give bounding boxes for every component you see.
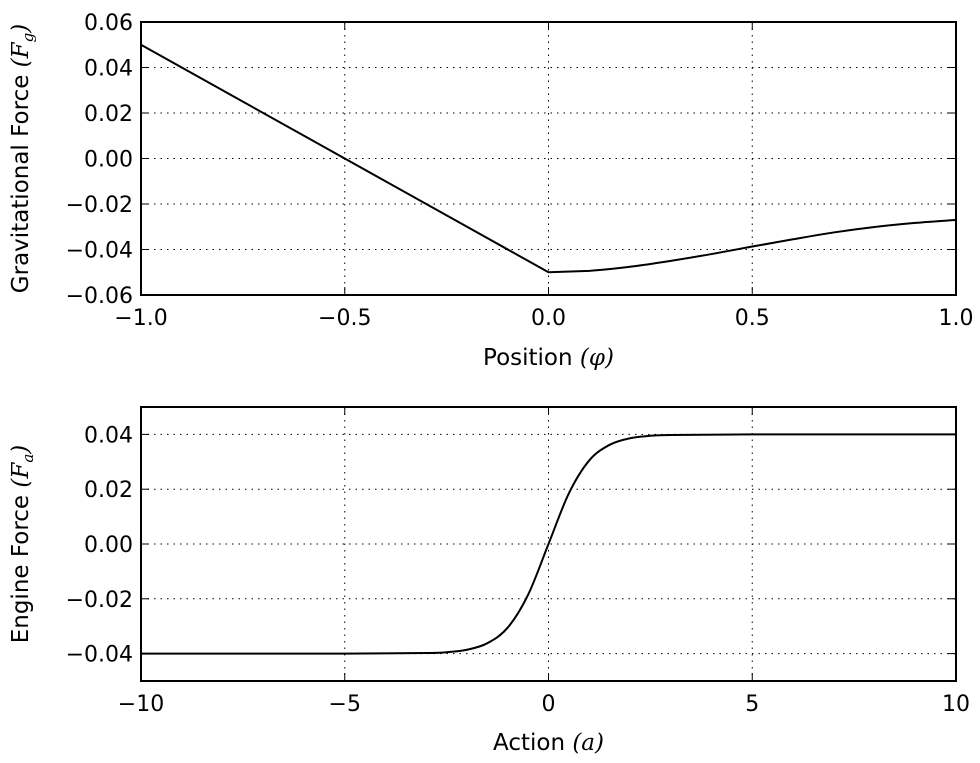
x-tick-label: 0.0 (531, 306, 566, 331)
y-tick-label: −0.02 (66, 588, 133, 613)
y-axis-label: Engine Force (Fa) (8, 445, 37, 644)
x-tick-label: 10 (942, 692, 970, 717)
x-axis-label: Action (a) (493, 730, 604, 756)
x-tick-label: −5 (329, 692, 361, 717)
y-tick-label: 0.02 (84, 478, 133, 503)
x-tick-label: −0.5 (318, 306, 371, 331)
y-tick-label: 0.04 (84, 57, 133, 82)
plot-frame (140, 21, 957, 296)
data-line (140, 433, 957, 655)
y-tick-label: 0.02 (84, 102, 133, 127)
x-axis-label: Position (φ) (483, 345, 614, 371)
plot-frame (140, 406, 957, 682)
y-tick-label: −0.04 (66, 643, 133, 668)
y-axis-label: Gravitational Force (Fg) (8, 24, 37, 293)
x-tick-label: 5 (745, 692, 759, 717)
data-line (140, 43, 957, 274)
x-tick-label: 0.5 (735, 306, 770, 331)
y-tick-label: −0.04 (66, 239, 133, 264)
chart-engine-force: −10 −5 0 5 10 0.04 0.02 0.00 −0.02 −0.04 Action (a… (8, 406, 970, 756)
y-tick-label: 0.06 (84, 11, 133, 36)
y-tick-label: 0.00 (84, 533, 133, 558)
y-tick-label: 0.00 (84, 148, 133, 173)
x-tick-label: 0 (542, 692, 556, 717)
y-tick-label: −0.02 (66, 193, 133, 218)
x-tick-label: 1.0 (939, 306, 974, 331)
x-tick-label: −1.0 (114, 306, 167, 331)
chart-gravitational-force: −1.0 −0.5 0.0 0.5 1.0 0.06 0.04 0.02 0.00 −0.02 −0… (8, 11, 974, 371)
y-tick-label: 0.04 (84, 423, 133, 448)
y-tick-label: −0.06 (66, 284, 133, 309)
x-tick-label: −10 (118, 692, 164, 717)
